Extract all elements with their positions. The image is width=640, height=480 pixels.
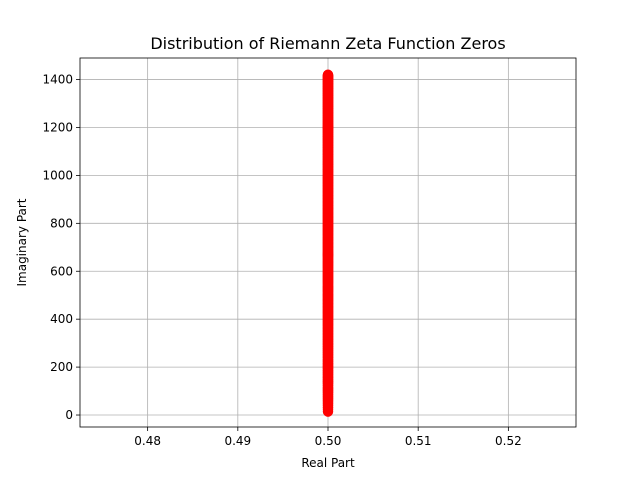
x-tick-label: 0.49: [224, 434, 251, 448]
y-tick-label: 400: [50, 312, 73, 326]
chart-title: Distribution of Riemann Zeta Function Ze…: [150, 34, 505, 53]
x-tick-label: 0.48: [134, 434, 161, 448]
x-tick-label: 0.52: [495, 434, 522, 448]
data-points: [322, 69, 334, 417]
y-tick-label: 800: [50, 216, 73, 230]
x-tick-label: 0.50: [315, 434, 342, 448]
y-tick-label: 0: [65, 408, 73, 422]
y-tick-label: 1000: [42, 168, 73, 182]
x-axis-label: Real Part: [301, 456, 355, 470]
y-axis-label: Imaginary Part: [15, 198, 29, 286]
y-tick-label: 600: [50, 264, 73, 278]
x-tick-label: 0.51: [405, 434, 432, 448]
y-tick-label: 1200: [42, 120, 73, 134]
ticks: 0.48 0.49 0.50 0.51 0.52 0 200 400 600 800 1000 120…: [42, 73, 521, 448]
data-point: [322, 69, 334, 80]
y-tick-label: 1400: [42, 73, 73, 87]
y-tick-label: 200: [50, 360, 73, 374]
